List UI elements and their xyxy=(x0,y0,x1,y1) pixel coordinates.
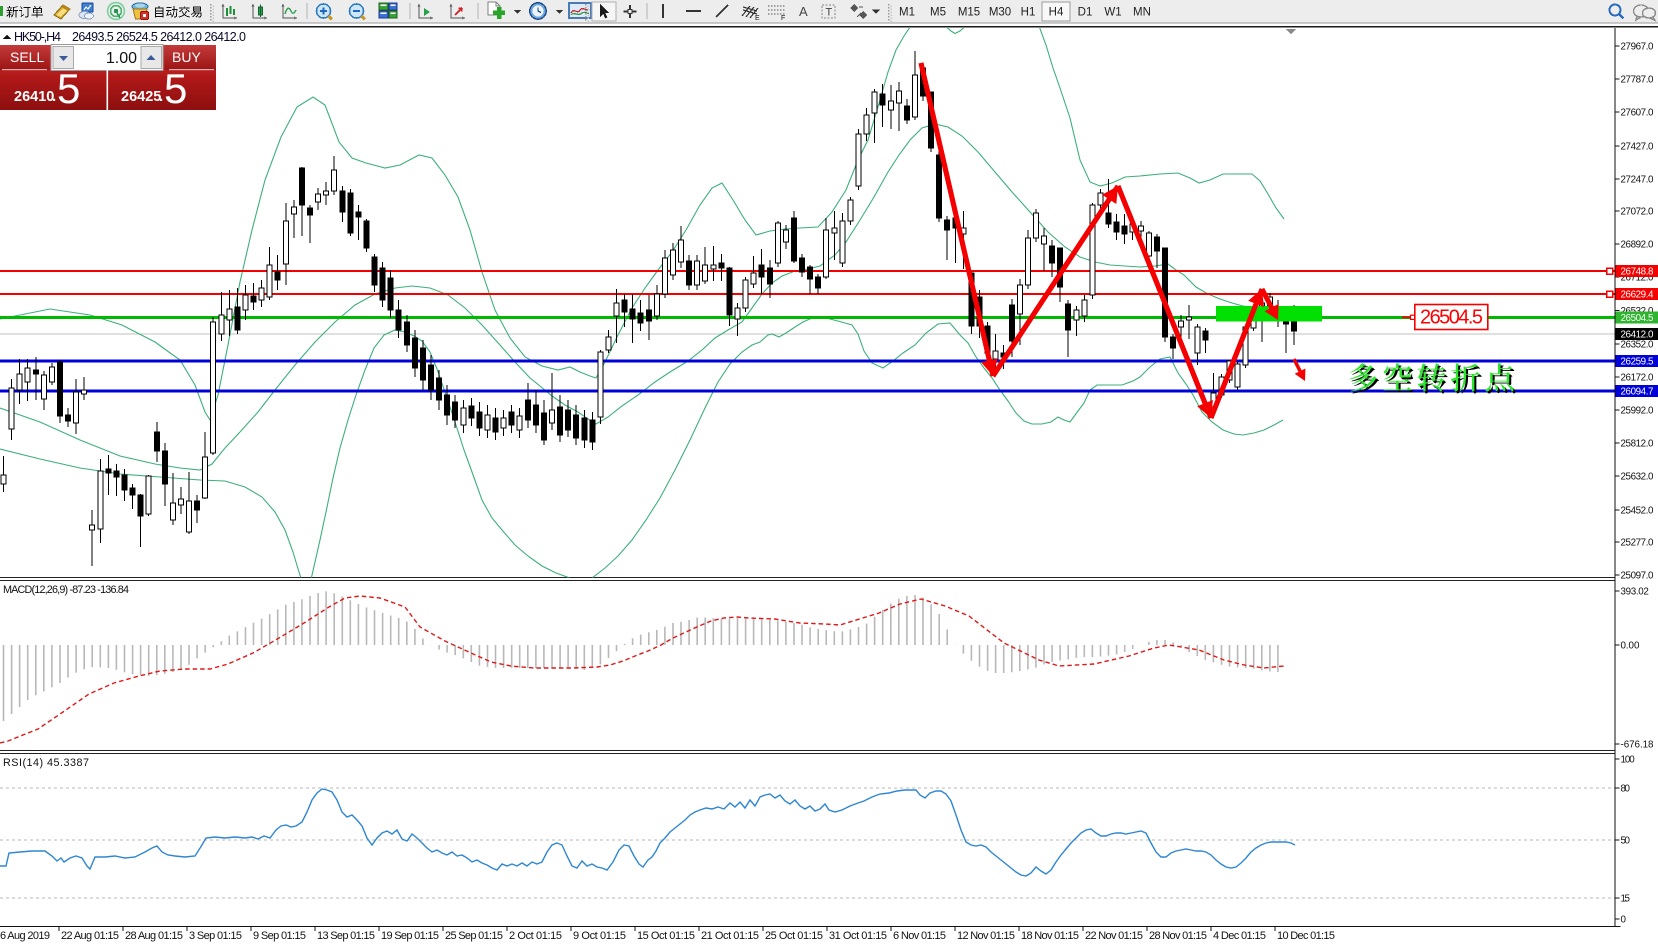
svg-text:26504.5: 26504.5 xyxy=(1420,307,1483,329)
svg-text:3 Sep 01:15: 3 Sep 01:15 xyxy=(189,930,242,942)
svg-text:T: T xyxy=(826,7,833,19)
svg-text:19 Sep 01:15: 19 Sep 01:15 xyxy=(381,930,439,942)
svg-text:27247.0: 27247.0 xyxy=(1621,175,1655,186)
svg-text:15: 15 xyxy=(1621,894,1631,905)
svg-text:22 Aug 01:15: 22 Aug 01:15 xyxy=(61,930,119,942)
svg-text:27787.0: 27787.0 xyxy=(1621,75,1655,86)
svg-text:25452.0: 25452.0 xyxy=(1621,506,1655,517)
svg-text:6 Nov 01:15: 6 Nov 01:15 xyxy=(893,930,946,942)
svg-text:D1: D1 xyxy=(1078,7,1093,19)
svg-text:SELL: SELL xyxy=(10,49,44,65)
svg-text:M5: M5 xyxy=(930,7,946,19)
svg-text:18 Nov 01:15: 18 Nov 01:15 xyxy=(1021,930,1079,942)
svg-text:MACD(12,26,9) -87.23 -136.84: MACD(12,26,9) -87.23 -136.84 xyxy=(3,584,129,596)
svg-text:26504.5: 26504.5 xyxy=(1621,313,1655,324)
svg-text:80: 80 xyxy=(1621,784,1631,795)
svg-text:9 Sep 01:15: 9 Sep 01:15 xyxy=(253,930,306,942)
svg-text:.: . xyxy=(52,88,56,105)
svg-text:31 Oct 01:15: 31 Oct 01:15 xyxy=(829,930,887,942)
svg-text:27607.0: 27607.0 xyxy=(1621,108,1655,119)
svg-text:28 Nov 01:15: 28 Nov 01:15 xyxy=(1149,930,1207,942)
svg-text:26425: 26425 xyxy=(121,89,161,105)
svg-text:0.00: 0.00 xyxy=(1621,641,1640,652)
svg-text:-676.18: -676.18 xyxy=(1621,740,1655,751)
svg-text:25992.0: 25992.0 xyxy=(1621,406,1655,417)
svg-text:26094.7: 26094.7 xyxy=(1621,387,1654,398)
svg-text:A: A xyxy=(799,4,808,19)
svg-text:E: E xyxy=(755,15,760,22)
svg-text:27967.0: 27967.0 xyxy=(1621,42,1655,53)
svg-text:15 Oct 01:15: 15 Oct 01:15 xyxy=(637,930,695,942)
svg-text:25812.0: 25812.0 xyxy=(1621,439,1655,450)
svg-text:26748.8: 26748.8 xyxy=(1621,267,1655,278)
svg-text:M30: M30 xyxy=(989,7,1011,19)
svg-text:25 Oct 01:15: 25 Oct 01:15 xyxy=(765,930,823,942)
svg-text:21 Oct 01:15: 21 Oct 01:15 xyxy=(701,930,759,942)
svg-text:M15: M15 xyxy=(958,7,980,19)
svg-text:27072.0: 27072.0 xyxy=(1621,207,1655,218)
svg-text:26352.0: 26352.0 xyxy=(1621,340,1655,351)
svg-text:25277.0: 25277.0 xyxy=(1621,538,1655,549)
svg-text:26532.0: 26532.0 xyxy=(1621,306,1655,317)
svg-text:9 Oct 01:15: 9 Oct 01:15 xyxy=(573,930,626,942)
svg-text:50: 50 xyxy=(1621,836,1631,847)
svg-text:HK50-,H4: HK50-,H4 xyxy=(14,30,61,44)
svg-text:M1: M1 xyxy=(899,7,915,19)
svg-text:RSI(14) 45.3387: RSI(14) 45.3387 xyxy=(3,757,89,769)
svg-text:H1: H1 xyxy=(1021,7,1036,19)
svg-text:0: 0 xyxy=(1621,915,1627,926)
svg-text:6 Aug 2019: 6 Aug 2019 xyxy=(0,930,50,942)
svg-text:1.00: 1.00 xyxy=(106,50,137,67)
svg-text:25632.0: 25632.0 xyxy=(1621,472,1655,483)
svg-text:F: F xyxy=(781,15,785,22)
svg-text:W1: W1 xyxy=(1104,7,1121,19)
svg-text:10 Dec 01:15: 10 Dec 01:15 xyxy=(1277,930,1335,942)
svg-text:H4: H4 xyxy=(1049,7,1064,19)
svg-text:26493.5 26524.5 26412.0 26412.: 26493.5 26524.5 26412.0 26412.0 xyxy=(72,30,246,44)
svg-text:MN: MN xyxy=(1133,7,1151,19)
svg-text:2 Oct 01:15: 2 Oct 01:15 xyxy=(509,930,562,942)
svg-text:27427.0: 27427.0 xyxy=(1621,142,1655,153)
svg-text:26259.5: 26259.5 xyxy=(1621,357,1655,368)
svg-text:5: 5 xyxy=(164,65,187,112)
svg-text:.: . xyxy=(159,88,163,105)
svg-text:22 Nov 01:15: 22 Nov 01:15 xyxy=(1085,930,1143,942)
svg-text:26412.0: 26412.0 xyxy=(1621,330,1655,341)
svg-text:BUY: BUY xyxy=(172,49,201,65)
svg-text:5: 5 xyxy=(57,65,80,112)
svg-text:28 Aug 01:15: 28 Aug 01:15 xyxy=(125,930,183,942)
svg-text:26629.4: 26629.4 xyxy=(1621,290,1655,301)
svg-text:26172.0: 26172.0 xyxy=(1621,373,1655,384)
svg-text:100: 100 xyxy=(1621,755,1636,766)
svg-text:26892.0: 26892.0 xyxy=(1621,240,1655,251)
svg-text:25 Sep 01:15: 25 Sep 01:15 xyxy=(445,930,503,942)
svg-text:26410: 26410 xyxy=(14,89,54,105)
svg-text:393.02: 393.02 xyxy=(1621,587,1649,598)
svg-text:26712.0: 26712.0 xyxy=(1621,273,1655,284)
svg-text:13 Sep 01:15: 13 Sep 01:15 xyxy=(317,930,375,942)
svg-text:12 Nov 01:15: 12 Nov 01:15 xyxy=(957,930,1015,942)
svg-text:4 Dec 01:15: 4 Dec 01:15 xyxy=(1213,930,1266,942)
svg-text:25097.0: 25097.0 xyxy=(1621,571,1655,582)
